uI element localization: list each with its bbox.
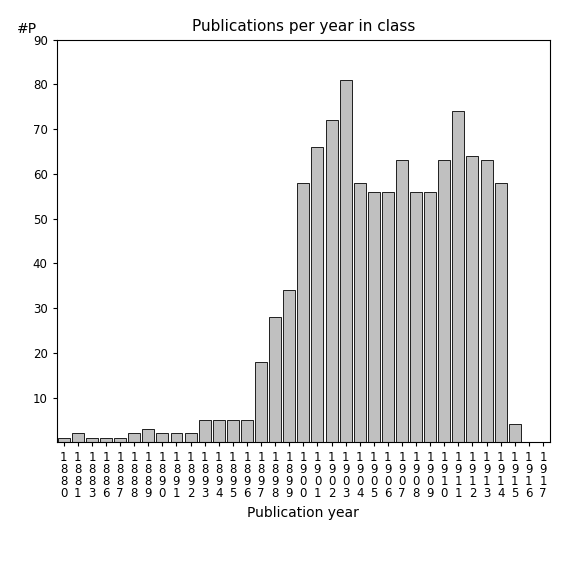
Bar xyxy=(58,438,70,442)
Bar xyxy=(410,192,422,442)
Bar xyxy=(72,433,84,442)
Title: Publications per year in class: Publications per year in class xyxy=(192,19,415,35)
Bar xyxy=(481,160,493,442)
Text: #P: #P xyxy=(17,22,37,36)
Bar xyxy=(452,111,464,442)
Bar xyxy=(86,438,98,442)
Bar xyxy=(494,183,507,442)
Bar xyxy=(424,192,436,442)
Bar xyxy=(509,424,521,442)
Bar xyxy=(297,183,310,442)
Bar xyxy=(213,420,225,442)
Bar xyxy=(156,433,168,442)
Bar xyxy=(311,147,323,442)
Bar xyxy=(198,420,211,442)
Bar xyxy=(382,192,394,442)
Bar xyxy=(241,420,253,442)
Bar xyxy=(227,420,239,442)
Bar xyxy=(142,429,154,442)
Bar xyxy=(185,433,197,442)
Bar xyxy=(269,317,281,442)
X-axis label: Publication year: Publication year xyxy=(247,506,359,520)
Bar xyxy=(354,183,366,442)
Bar xyxy=(255,362,267,442)
Bar xyxy=(171,433,183,442)
Bar xyxy=(114,438,126,442)
Bar xyxy=(284,290,295,442)
Bar xyxy=(396,160,408,442)
Bar xyxy=(467,156,479,442)
Bar xyxy=(128,433,140,442)
Bar xyxy=(340,80,352,442)
Bar xyxy=(325,120,337,442)
Bar xyxy=(438,160,450,442)
Bar xyxy=(100,438,112,442)
Bar xyxy=(368,192,380,442)
